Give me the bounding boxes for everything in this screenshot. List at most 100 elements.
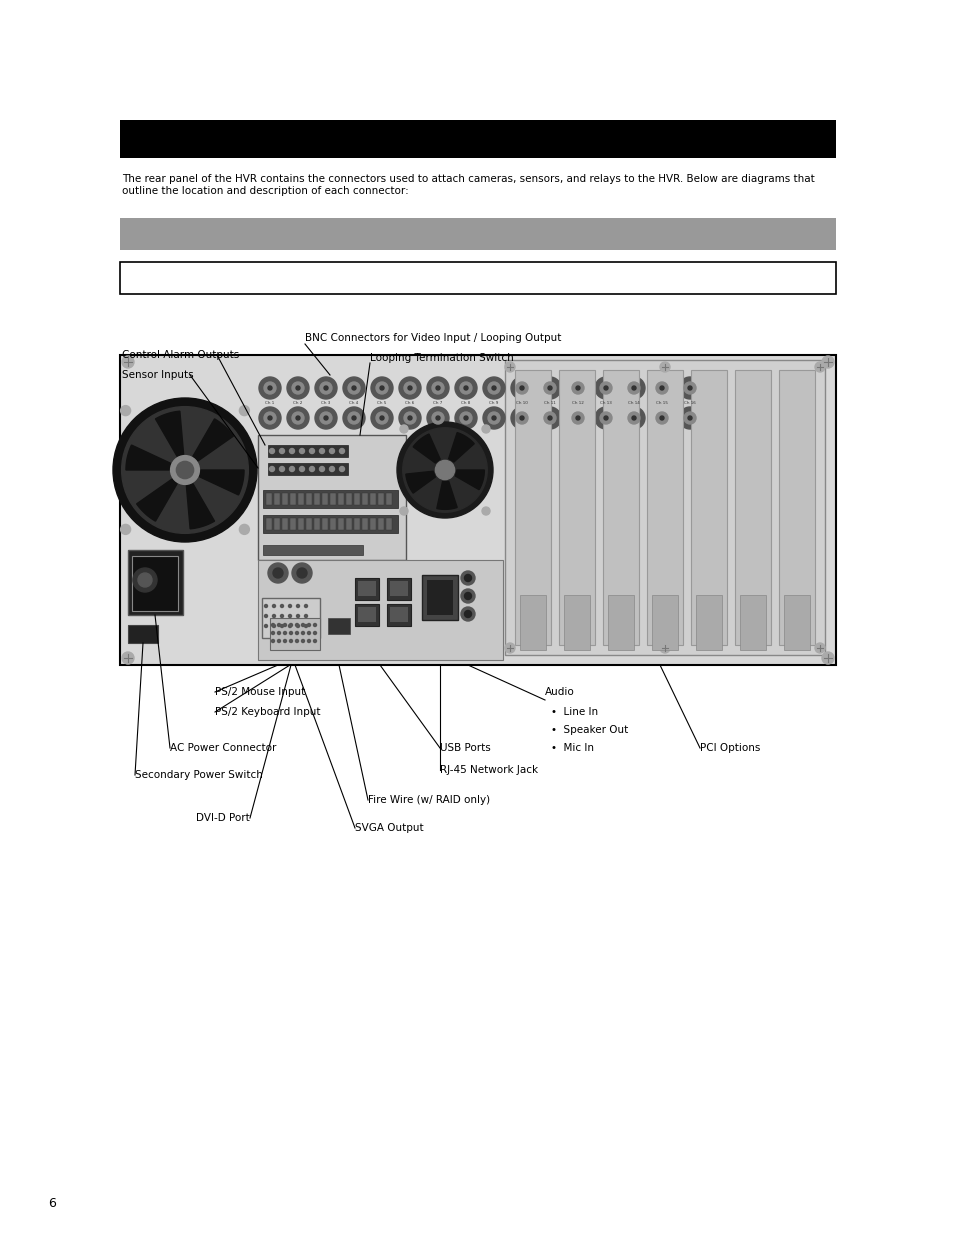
Bar <box>330 517 335 530</box>
Circle shape <box>379 416 384 420</box>
Circle shape <box>314 640 316 642</box>
Circle shape <box>120 405 131 416</box>
Circle shape <box>371 377 393 399</box>
Circle shape <box>679 408 700 429</box>
Circle shape <box>659 643 669 653</box>
Circle shape <box>280 615 283 618</box>
Circle shape <box>301 640 304 642</box>
Circle shape <box>289 640 293 642</box>
Circle shape <box>821 652 833 664</box>
Polygon shape <box>136 479 177 521</box>
Circle shape <box>122 406 248 534</box>
Circle shape <box>519 387 523 390</box>
Circle shape <box>603 416 607 420</box>
Circle shape <box>436 387 439 390</box>
Circle shape <box>627 412 639 424</box>
Circle shape <box>511 408 533 429</box>
Circle shape <box>538 408 560 429</box>
Circle shape <box>132 568 157 592</box>
Circle shape <box>309 448 314 453</box>
Circle shape <box>319 467 324 472</box>
Circle shape <box>379 387 384 390</box>
Circle shape <box>399 425 408 433</box>
Polygon shape <box>126 445 171 471</box>
Circle shape <box>264 604 267 608</box>
Circle shape <box>516 412 527 424</box>
Circle shape <box>622 377 644 399</box>
Circle shape <box>375 412 388 424</box>
Circle shape <box>399 508 408 515</box>
Text: Ch 15: Ch 15 <box>656 401 667 405</box>
Circle shape <box>482 377 504 399</box>
Circle shape <box>295 631 298 635</box>
Bar <box>257 559 502 659</box>
Circle shape <box>488 382 499 394</box>
Polygon shape <box>155 411 183 456</box>
Circle shape <box>309 467 314 472</box>
Text: SVGA Output: SVGA Output <box>355 823 423 832</box>
Circle shape <box>432 382 443 394</box>
Bar <box>515 370 551 645</box>
Circle shape <box>516 382 527 394</box>
Bar <box>357 606 375 622</box>
Bar <box>330 493 335 505</box>
Circle shape <box>239 405 249 416</box>
Circle shape <box>538 377 560 399</box>
Bar <box>266 493 272 505</box>
Bar <box>646 370 682 645</box>
Circle shape <box>352 387 355 390</box>
Circle shape <box>289 467 294 472</box>
Circle shape <box>319 382 332 394</box>
Circle shape <box>304 615 307 618</box>
Circle shape <box>292 412 304 424</box>
Circle shape <box>272 624 274 626</box>
Circle shape <box>398 408 420 429</box>
Circle shape <box>427 377 449 399</box>
Circle shape <box>464 610 471 618</box>
Bar <box>734 370 770 645</box>
Text: Looping Termination Switch: Looping Termination Switch <box>370 353 514 363</box>
Circle shape <box>650 408 672 429</box>
Bar <box>390 606 408 622</box>
Bar <box>306 493 312 505</box>
Bar <box>328 618 350 634</box>
Bar <box>297 493 304 505</box>
Bar <box>696 595 721 650</box>
Bar <box>263 490 397 508</box>
Circle shape <box>821 356 833 368</box>
Bar <box>690 370 726 645</box>
Circle shape <box>272 631 274 635</box>
Bar <box>337 517 344 530</box>
Circle shape <box>519 416 523 420</box>
Circle shape <box>572 382 583 394</box>
Circle shape <box>603 387 607 390</box>
Circle shape <box>814 362 824 372</box>
Bar <box>651 595 678 650</box>
Circle shape <box>273 615 275 618</box>
Text: Fire Wire (w/ RAID only): Fire Wire (w/ RAID only) <box>368 795 490 805</box>
Bar <box>314 493 319 505</box>
Bar <box>263 515 397 534</box>
Circle shape <box>547 416 552 420</box>
Circle shape <box>292 382 304 394</box>
Circle shape <box>343 377 365 399</box>
Circle shape <box>288 625 292 627</box>
Circle shape <box>268 563 288 583</box>
Circle shape <box>269 467 274 472</box>
Circle shape <box>464 593 471 599</box>
Text: PCI Options: PCI Options <box>700 743 760 753</box>
Circle shape <box>659 416 663 420</box>
Polygon shape <box>413 433 439 463</box>
Polygon shape <box>448 432 474 462</box>
Bar <box>386 493 392 505</box>
Bar <box>607 595 634 650</box>
Text: Sensor Inputs: Sensor Inputs <box>122 370 193 380</box>
Bar <box>120 120 835 158</box>
Text: Ch 16: Ch 16 <box>683 401 695 405</box>
Bar <box>268 445 348 457</box>
Bar <box>354 493 359 505</box>
Bar <box>740 595 765 650</box>
Text: Audio: Audio <box>544 687 574 697</box>
Text: •  Speaker Out: • Speaker Out <box>551 725 628 735</box>
Circle shape <box>273 604 275 608</box>
